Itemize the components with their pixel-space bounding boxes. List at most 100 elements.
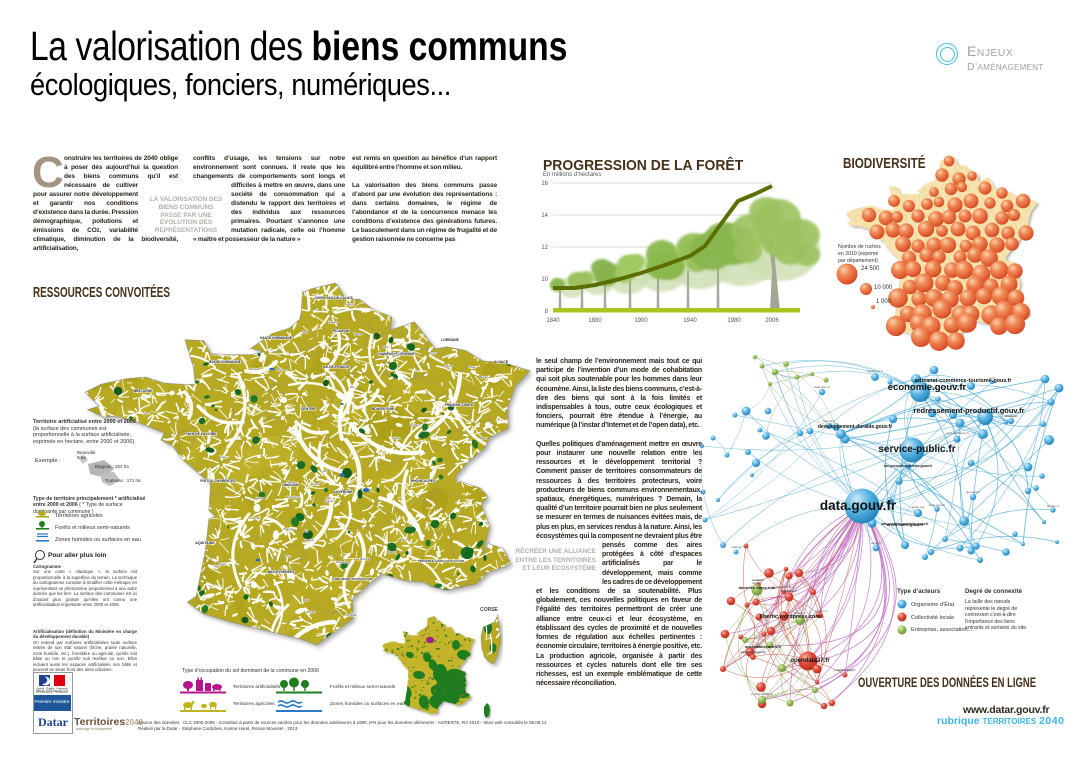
svg-text:Poitiers: Poitiers: [444, 364, 453, 368]
svg-text:ILE-DE-FRANCE: ILE-DE-FRANCE: [323, 365, 350, 369]
svg-text:libertic.wordpress.com: libertic.wordpress.com: [760, 614, 820, 620]
svg-text:bodacc.fr: bodacc.fr: [815, 609, 827, 613]
svg-text:Metz: Metz: [401, 538, 407, 542]
svg-text:Albi: Albi: [304, 529, 309, 533]
svg-text:geo.data.fr: geo.data.fr: [966, 490, 980, 494]
svg-text:legifrance.fr: legifrance.fr: [781, 589, 797, 593]
svg-text:adele.org: adele.org: [912, 505, 925, 509]
svg-text:CHAMPAGNE-ARDENNE: CHAMPAGNE-ARDENNE: [377, 352, 414, 356]
svg-text:Valence: Valence: [353, 332, 363, 336]
svg-text:Angouleme: Angouleme: [286, 495, 300, 499]
svg-text:Rouen: Rouen: [468, 365, 476, 369]
svg-text:LIMOUSIN: LIMOUSIN: [282, 483, 299, 487]
svg-text:Macon: Macon: [388, 550, 396, 554]
svg-text:Agen: Agen: [214, 564, 221, 568]
svg-text:Quimper: Quimper: [250, 367, 260, 371]
svg-text:bodacc.fr: bodacc.fr: [1047, 504, 1059, 508]
svg-text:Montpellier: Montpellier: [336, 560, 349, 564]
svg-text:FRANCHE-COMTE: FRANCHE-COMTE: [445, 403, 473, 407]
svg-text:1840: 1840: [546, 318, 560, 324]
svg-text:armstat.fr: armstat.fr: [752, 578, 765, 582]
svg-text:Liberté · Égalité · Fraternité: Liberté · Égalité · Fraternité: [36, 686, 68, 691]
svg-text:legifrance.fr: legifrance.fr: [837, 668, 853, 672]
svg-text:geo.data.fr: geo.data.fr: [1004, 414, 1018, 418]
svg-text:CORSE: CORSE: [480, 607, 498, 613]
svg-text:Troyes: Troyes: [429, 351, 438, 355]
svg-text:Rennes: Rennes: [277, 368, 287, 372]
svg-text:1940: 1940: [683, 318, 697, 324]
svg-text:Le Mans: Le Mans: [410, 423, 421, 427]
svg-text:data.gouv.fr: data.gouv.fr: [820, 498, 897, 513]
svg-text:redressement-productif.gouv.fr: redressement-productif.gouv.fr: [913, 406, 1024, 415]
svg-text:2006: 2006: [765, 318, 779, 324]
svg-text:La Rochelle: La Rochelle: [356, 557, 370, 561]
svg-text:Brest: Brest: [303, 598, 309, 602]
svg-text:tou.preuves-ouvertes.gouv.fr: tou.preuves-ouvertes.gouv.fr: [884, 464, 933, 468]
svg-text:Limoges: Limoges: [328, 320, 339, 324]
svg-text:HAUTE-NORMANDIE: HAUTE-NORMANDIE: [260, 336, 292, 340]
svg-text:Lyon: Lyon: [326, 496, 332, 500]
svg-text:Avignon: Avignon: [324, 499, 334, 503]
svg-text:Annecy: Annecy: [312, 482, 321, 486]
svg-text:insee.fr: insee.fr: [1006, 414, 1016, 418]
svg-text:Tarbes: Tarbes: [287, 480, 295, 484]
svg-text:1900: 1900: [634, 318, 648, 324]
svg-text:cada.fr: cada.fr: [753, 578, 762, 582]
svg-text:service-public.fr: service-public.fr: [878, 444, 955, 455]
svg-text:economie.gouv.fr: economie.gouv.fr: [888, 382, 967, 393]
svg-text:PICARDIE: PICARDIE: [333, 329, 350, 333]
svg-text:developpement-durable.gouv.fr: developpement-durable.gouv.fr: [818, 424, 892, 430]
svg-text:journal-officiel.fr: journal-officiel.fr: [833, 668, 855, 672]
svg-text:Angers: Angers: [393, 353, 402, 357]
svg-text:MIDI-PYRENEES: MIDI-PYRENEES: [268, 570, 295, 574]
svg-text:BRETAGNE: BRETAGNE: [134, 389, 154, 393]
svg-text:Beziers: Beziers: [218, 562, 227, 566]
svg-text:12: 12: [541, 245, 548, 251]
svg-text:Grenoble: Grenoble: [346, 613, 357, 617]
svg-text:16: 16: [541, 181, 548, 187]
svg-text:Amiens: Amiens: [345, 302, 354, 306]
svg-text:AQUITAINE: AQUITAINE: [195, 541, 215, 545]
svg-text:Albi: Albi: [323, 469, 328, 473]
svg-text:CENTRE: CENTRE: [301, 407, 316, 411]
svg-text:data.istex.fr: data.istex.fr: [814, 385, 830, 389]
svg-text:ALSACE: ALSACE: [494, 360, 509, 364]
svg-text:donnees-libres.info: donnees-libres.info: [739, 585, 776, 590]
svg-text:BASSE-NORMANDIE: BASSE-NORMANDIE: [209, 360, 241, 364]
svg-text:Chartres: Chartres: [304, 538, 315, 542]
svg-text:impots.fr: impots.fr: [823, 419, 835, 423]
svg-text:NORD-PAS-DE-CALAIS: NORD-PAS-DE-CALAIS: [315, 296, 353, 300]
svg-text:Agen: Agen: [481, 436, 488, 440]
svg-text:ign.fr: ign.fr: [989, 376, 996, 380]
svg-text:Dijon: Dijon: [212, 352, 218, 356]
svg-text:Caen: Caen: [383, 345, 390, 349]
svg-text:Vannes: Vannes: [252, 516, 261, 520]
svg-text:POITOU-CHARENTES: POITOU-CHARENTES: [200, 479, 236, 483]
svg-text:14: 14: [541, 213, 548, 219]
svg-text:Tours: Tours: [285, 554, 292, 558]
svg-text:8: 8: [545, 309, 549, 315]
svg-text:1980: 1980: [727, 318, 741, 324]
svg-text:legifrance.fr: legifrance.fr: [867, 369, 883, 373]
svg-text:1880: 1880: [588, 318, 602, 324]
svg-text:Poitiers: Poitiers: [392, 436, 401, 440]
svg-text:Toulon: Toulon: [219, 455, 227, 459]
svg-text:opendata37.fr: opendata37.fr: [790, 658, 830, 664]
svg-text:journal-officiel.fr: journal-officiel.fr: [772, 585, 794, 589]
svg-text:bas.premier-ministre.gouv.fr: bas.premier-ministre.gouv.fr: [881, 522, 929, 526]
svg-text:AUVERGNE: AUVERGNE: [333, 490, 353, 494]
svg-text:Beziers: Beziers: [307, 610, 316, 614]
svg-text:BOURGOGNE: BOURGOGNE: [372, 407, 395, 411]
svg-text:artisanat-commerce-tourisme.go: artisanat-commerce-tourisme.gouv.fr: [914, 378, 1012, 384]
svg-text:cada.fr: cada.fr: [731, 545, 740, 549]
svg-text:LANGUEDOC-ROUSSILLON: LANGUEDOC-ROUSSILLON: [332, 577, 372, 581]
svg-text:journal-officiel.fr: journal-officiel.fr: [750, 692, 772, 696]
svg-text:opendata-rennes.fr: opendata-rennes.fr: [745, 644, 782, 649]
svg-text:stats.gouv.fr: stats.gouv.fr: [929, 503, 945, 507]
svg-text:sante.fr: sante.fr: [752, 581, 762, 585]
svg-text:PAYS DE LA LOIRE: PAYS DE LA LOIRE: [186, 432, 218, 436]
svg-text:sante.fr: sante.fr: [871, 541, 881, 545]
svg-text:open.eaufrance.fr: open.eaufrance.fr: [741, 650, 765, 654]
svg-text:drees.sante.gouv.fr: drees.sante.gouv.fr: [887, 522, 924, 527]
svg-text:Gap: Gap: [144, 411, 149, 415]
